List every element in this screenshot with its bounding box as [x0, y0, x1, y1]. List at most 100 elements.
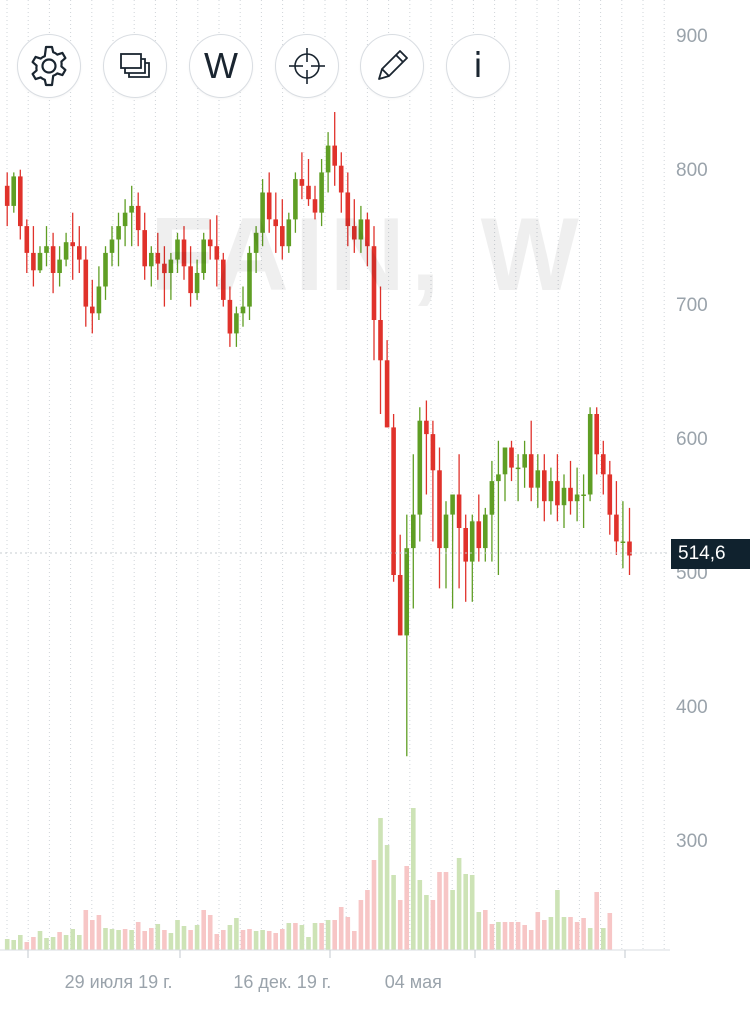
candle [227, 286, 233, 347]
candle [437, 447, 442, 589]
candle [509, 440, 514, 482]
candle [338, 152, 344, 213]
candle [207, 219, 213, 260]
candle [555, 454, 560, 522]
candle [57, 246, 62, 287]
volume-bar [581, 918, 586, 950]
volume-bar [162, 930, 167, 950]
candle [18, 169, 23, 240]
volume-bar [57, 932, 62, 950]
volume-bar [450, 890, 455, 950]
volume-bar [273, 933, 278, 950]
volume-bar [122, 929, 128, 950]
candle [103, 246, 108, 300]
candle [358, 205, 364, 253]
candle [77, 226, 82, 273]
candle [365, 212, 370, 267]
volume-bar [319, 923, 324, 950]
candle [404, 514, 409, 757]
crosshair-button[interactable] [275, 34, 339, 98]
volume-bar [11, 940, 16, 950]
volume-bar [469, 875, 475, 950]
y-tick-label: 600 [676, 428, 708, 450]
candle [4, 172, 10, 227]
candle [299, 152, 305, 200]
volume-bar [371, 860, 377, 950]
candle [397, 534, 403, 636]
volume-bar [135, 922, 141, 950]
candle [430, 420, 436, 542]
candle [574, 467, 580, 522]
volume-bar [149, 928, 154, 950]
candle [280, 199, 285, 260]
volume-bar [109, 929, 115, 950]
candle [384, 340, 390, 428]
candle [135, 192, 141, 247]
draw-button[interactable] [360, 34, 424, 98]
candle [483, 507, 488, 562]
volume-bar [181, 926, 187, 950]
candle [469, 514, 475, 602]
candle [214, 215, 220, 287]
candle [90, 279, 95, 334]
info-icon: i [473, 46, 483, 86]
volume-bar [437, 872, 442, 950]
volume-bar [175, 920, 180, 950]
x-tick-marks [27, 950, 626, 958]
volume-bar [384, 845, 390, 950]
volume-bar [463, 874, 468, 950]
volume-bar [476, 912, 482, 950]
candle [116, 212, 121, 267]
chart-grid [6, 0, 665, 950]
volume-bar [561, 917, 567, 950]
volume-bars [4, 808, 613, 950]
volume-bar [253, 931, 259, 950]
volume-bar [417, 880, 423, 950]
volume-bar [201, 910, 206, 950]
volume-bar [155, 924, 161, 950]
volume-bar [37, 931, 43, 950]
volume-bar [31, 937, 36, 950]
candle [83, 246, 89, 327]
volume-bar [221, 930, 226, 950]
volume-bar [312, 923, 318, 950]
x-tick-label: 16 дек. 19 г. [233, 972, 332, 992]
candle [614, 481, 619, 555]
volume-bar [574, 922, 580, 950]
volume-bar [443, 872, 449, 950]
candle [325, 132, 331, 193]
candle [312, 185, 318, 220]
y-tick-label: 800 [676, 160, 708, 182]
info-button[interactable]: i [446, 34, 510, 98]
volume-bar [188, 930, 193, 950]
volume-bar [607, 913, 613, 950]
candle [607, 460, 613, 535]
candle [391, 414, 396, 582]
candle [247, 246, 252, 320]
candle [456, 454, 462, 589]
candle [96, 266, 102, 320]
candle [450, 494, 455, 609]
volume-bar [116, 930, 121, 950]
candle [352, 199, 357, 253]
volume-bar [430, 900, 436, 950]
volume-bar [293, 923, 298, 950]
candle [44, 226, 49, 267]
settings-button[interactable] [17, 34, 81, 98]
candle [496, 440, 501, 575]
pencil-icon [378, 50, 408, 80]
period-button[interactable]: W [189, 34, 253, 98]
x-tick-label: 04 мая [384, 972, 442, 992]
candle [175, 232, 180, 273]
candle [535, 454, 541, 508]
y-tick-label: 400 [676, 697, 708, 719]
candles [4, 112, 632, 757]
volume-bar [352, 931, 357, 950]
candle [260, 179, 265, 247]
windows-button[interactable] [103, 34, 167, 98]
candle [528, 420, 534, 502]
period-label: W [204, 45, 238, 86]
volume-bar [456, 858, 462, 950]
candle [378, 286, 383, 414]
